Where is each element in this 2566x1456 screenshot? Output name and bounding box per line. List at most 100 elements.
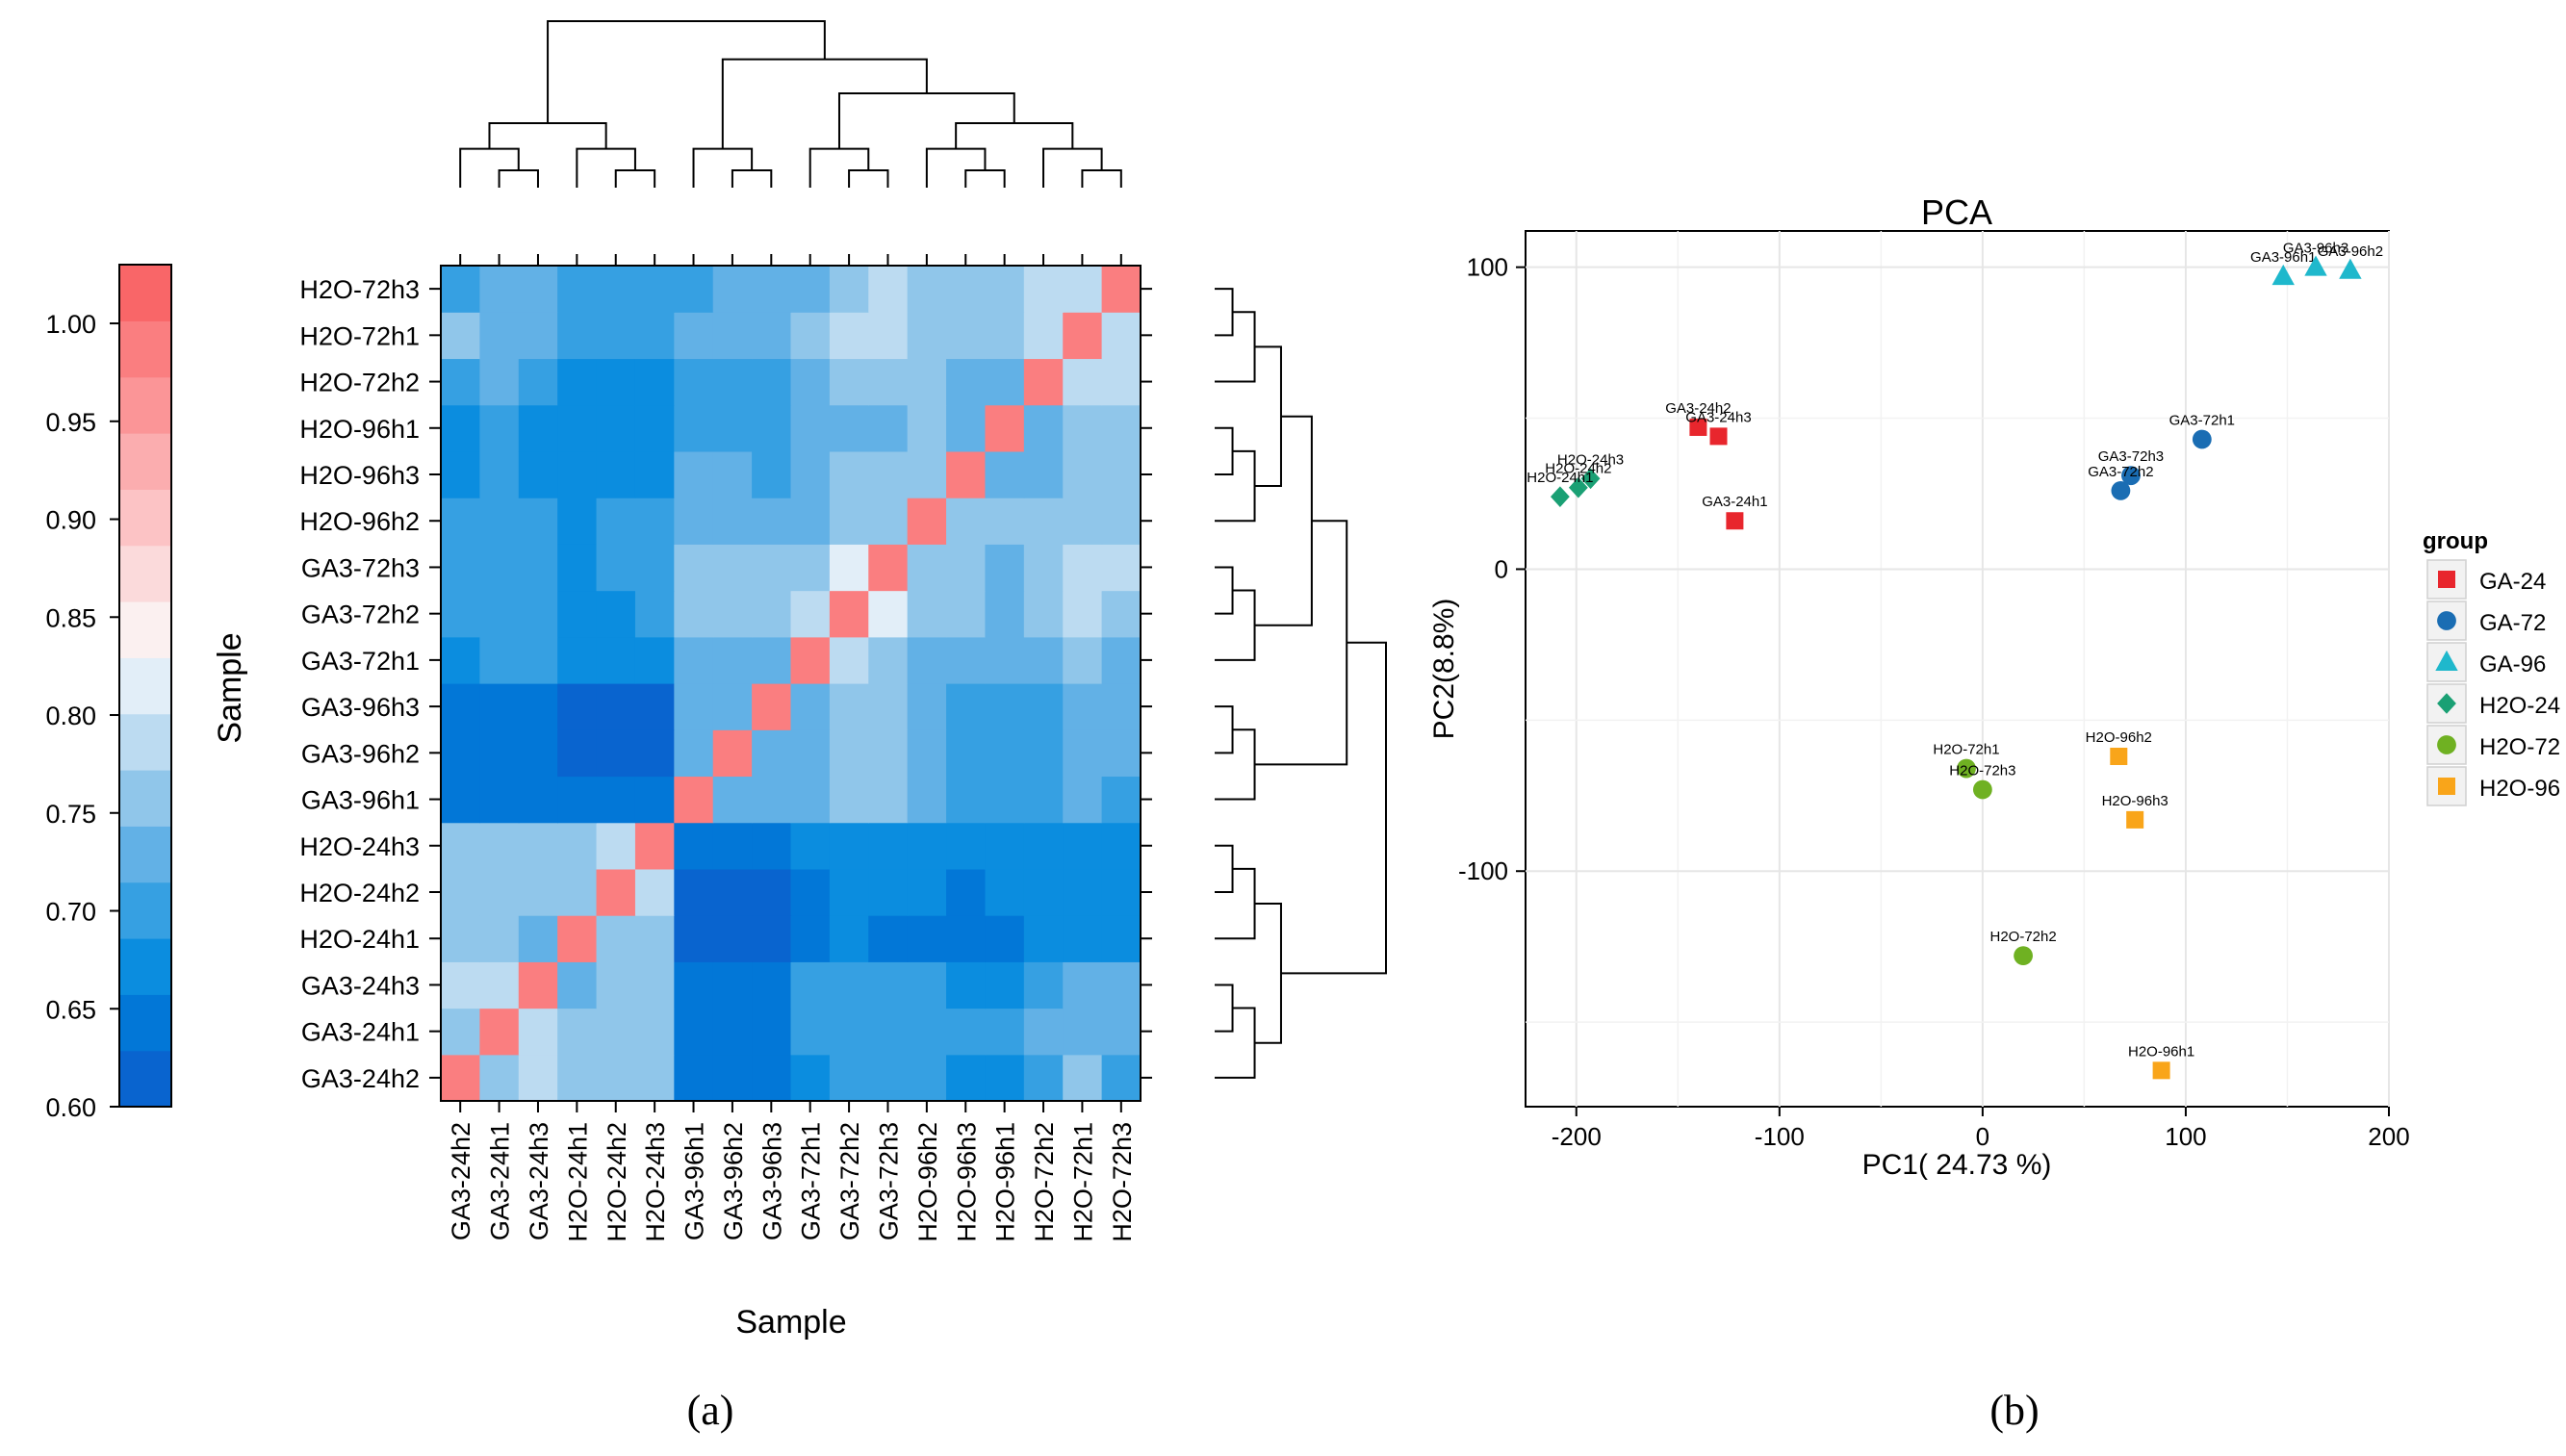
heatmap-cell [1063, 404, 1103, 452]
heatmap-cell [596, 636, 636, 684]
heatmap-cell [479, 868, 520, 916]
pca-point [2339, 258, 2362, 279]
heatmap-cell [868, 1054, 909, 1102]
heatmap-cell [674, 404, 714, 452]
heatmap-cell [752, 776, 792, 824]
heatmap-cell [868, 266, 909, 313]
heatmap-cell [1023, 961, 1064, 1009]
heatmap-cell [1063, 1008, 1103, 1056]
heatmap-cell [752, 729, 792, 778]
dendrogram-branch [1042, 147, 1103, 188]
heatmap-cell [1063, 961, 1103, 1009]
heatmap-cell [596, 498, 636, 545]
heatmap-cell [752, 915, 792, 962]
heatmap-cell [479, 498, 520, 545]
pca-point [1709, 427, 1728, 446]
heatmap-cell [479, 312, 520, 360]
heatmap-cell [907, 590, 947, 638]
heatmap-cell [946, 266, 987, 313]
y-tick-label: H2O-72h2 [299, 369, 420, 397]
heatmap-cell [752, 868, 792, 916]
heatmap-cell [674, 683, 714, 730]
heatmap-cell [868, 915, 909, 962]
heatmap-cell [1023, 729, 1064, 778]
heatmap-cell [1063, 450, 1103, 498]
colorbar-tick-label: 0.90 [45, 506, 96, 535]
heatmap-cell [829, 961, 869, 1009]
pca-point-label: GA3-72h2 [2088, 464, 2153, 480]
legend-label: H2O-72 [2479, 734, 2560, 760]
heatmap-cell [712, 776, 753, 824]
heatmap-cell [752, 498, 792, 545]
heatmap-y-tick-labels: GA3-24h2 GA3-24h1 GA3-24h3 H2O-24h1 H2O-24h2… [299, 275, 420, 1093]
pca-point-label: H2O-72h1 [1933, 742, 1999, 758]
heatmap-cell [790, 404, 831, 452]
heatmap-cell [1023, 358, 1064, 406]
x-tick-label: H2O-72h1 [1068, 1122, 1097, 1242]
heatmap-cell [518, 1054, 558, 1102]
heatmap-cell [634, 1054, 675, 1102]
pca-point-label: H2O-72h3 [1949, 763, 2015, 779]
heatmap-cell [829, 498, 869, 545]
x-tick-label: GA3-24h2 [447, 1122, 475, 1240]
heatmap-cell [985, 312, 1025, 360]
y-tick-label: -100 [1458, 856, 1508, 885]
heatmap-cell [946, 544, 987, 592]
pca-point-label: H2O-24h1 [1527, 470, 1593, 486]
heatmap-cell [441, 729, 480, 778]
heatmap-cell [518, 358, 558, 406]
pca-point [2111, 480, 2131, 500]
heatmap-cell [790, 822, 831, 870]
heatmap-cell [907, 636, 947, 684]
heatmap-cell [634, 776, 675, 824]
heatmap-cell [634, 868, 675, 916]
heatmap-cell [596, 590, 636, 638]
heatmap-cell [712, 822, 753, 870]
y-tick-label: 0 [1495, 554, 1508, 583]
heatmap-cell [907, 683, 947, 730]
heatmap-cell [712, 266, 753, 313]
heatmap-cell [1023, 822, 1064, 870]
heatmap-cell [1101, 729, 1142, 778]
dendrogram-branch [1215, 844, 1234, 893]
heatmap-cell [634, 729, 675, 778]
pca-y-axis-title: PC2(8.8%) [1428, 599, 1460, 740]
heatmap-cell [479, 822, 520, 870]
colorbar-segment [119, 376, 171, 434]
column-dendrogram [459, 20, 1122, 188]
pca-point [2304, 255, 2327, 276]
pca-point-label: H2O-24h2 [1545, 461, 1611, 477]
heatmap-cell [557, 868, 598, 916]
heatmap-cell [829, 683, 869, 730]
dendrogram-branch [837, 91, 1015, 149]
heatmap-cell [634, 961, 675, 1009]
pca-x-ticks: -200 -100 0 100 200 [1552, 1107, 2410, 1151]
heatmap-cell [712, 683, 753, 730]
x-tick-label: GA3-24h1 [486, 1122, 515, 1240]
heatmap-cell [518, 776, 558, 824]
y-tick-label: GA3-72h3 [301, 553, 420, 582]
heatmap-cell [1023, 544, 1064, 592]
heatmap-cell [946, 404, 987, 452]
heatmap-cell [868, 636, 909, 684]
heatmap-cell [1063, 498, 1103, 545]
heatmap-cell [596, 312, 636, 360]
heatmap-cell [946, 1008, 987, 1056]
colorbar-segment [119, 713, 171, 771]
dendrogram-branch [1215, 449, 1256, 523]
heatmap-cell [557, 683, 598, 730]
pca-point-label: GA3-72h1 [2169, 413, 2235, 429]
y-tick-label: GA3-24h1 [301, 1018, 420, 1047]
x-tick-label: 100 [2165, 1122, 2206, 1151]
heatmap-cell [752, 544, 792, 592]
pca-x-axis-title: PC1( 24.73 %) [1862, 1149, 2052, 1181]
heatmap-cell [985, 1008, 1025, 1056]
heatmap-cell [829, 358, 869, 406]
heatmap-cell [946, 915, 987, 962]
pca-point [1726, 512, 1744, 530]
pca-point-label: H2O-24h3 [1557, 451, 1624, 468]
heatmap-cell [1023, 1054, 1064, 1102]
heatmap-cell [634, 590, 675, 638]
heatmap-frame [440, 265, 1142, 1102]
heatmap-cell [479, 1054, 520, 1102]
